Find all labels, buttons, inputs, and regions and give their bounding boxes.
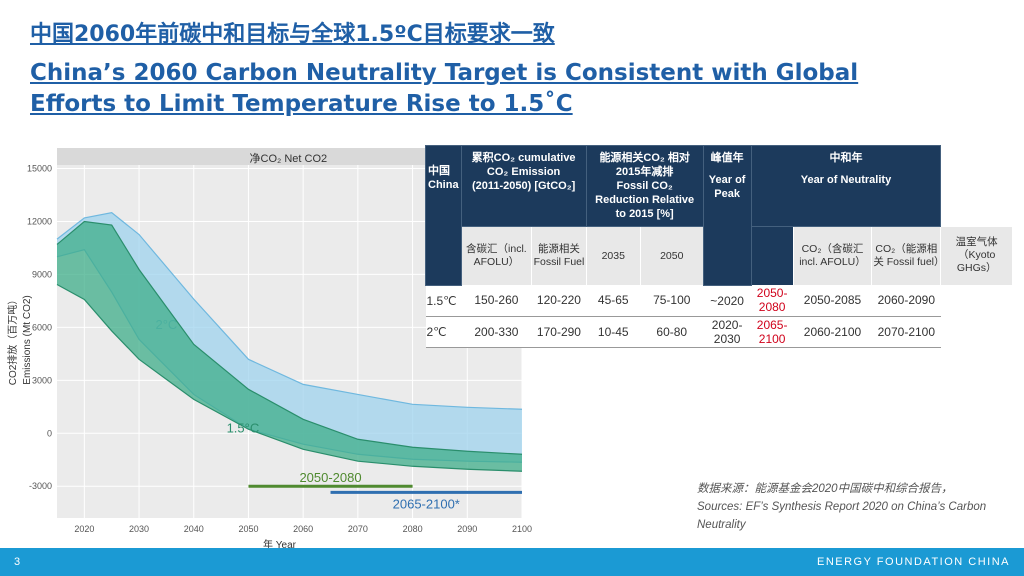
x-tick-label: 2020 [74, 524, 94, 534]
header-en: China [428, 179, 459, 191]
table-cell: 1.5℃ [425, 285, 462, 317]
subheader-cell [751, 226, 794, 285]
y-tick-label: 12000 [27, 216, 52, 226]
table-cell: 170-290 [531, 316, 587, 348]
y-tick-label: 0 [47, 428, 52, 438]
panel-strip [57, 148, 522, 165]
source: 数据来源：能源基金会2020中国碳中和综合报告， Sources: EF’s S… [697, 480, 997, 534]
header-zh: 中国 [428, 165, 450, 177]
header-zh: 中和年 [829, 152, 863, 164]
table-cell: 200-330 [461, 316, 532, 348]
table-cell: 2070-2100 [871, 316, 941, 348]
table-cell: 60-80 [640, 316, 704, 348]
column-header: 累积CO₂ cumulative CO₂ Emission (2011-2050)… [460, 145, 587, 227]
table-cell: 10-45 [586, 316, 641, 348]
band-area [57, 221, 522, 472]
y-axis-label: Emissions (Mt CO2) [22, 295, 33, 384]
x-tick-label: 2070 [348, 524, 368, 534]
x-axis-label: 年 Year [263, 538, 297, 551]
table-cell: 2050-2085 [793, 285, 872, 317]
x-tick-label: 2050 [238, 524, 258, 534]
subheader-cell: CO₂（含碳汇 incl. AFOLU） [793, 226, 873, 285]
column-header: 能源相关CO₂ 相对2015年减排 Fossil CO₂ Reduction Re… [585, 145, 704, 227]
column-header: 峰值年 Year of Peak [702, 145, 752, 286]
range-label: 2065-2100* [393, 496, 460, 511]
source-zh: 数据来源：能源基金会2020中国碳中和综合报告， [697, 483, 953, 495]
table-cell: 75-100 [640, 285, 704, 317]
column-header: 中和年 Year of Neutrality [750, 145, 942, 227]
header-zh: 峰值年 [710, 152, 744, 164]
x-tick-label: 2060 [293, 524, 313, 534]
data-row: 2℃ 200-330 170-290 10-45 60-80 2020-2030 2065-… [425, 316, 1013, 348]
band-edge [56, 220, 523, 455]
series-label: 1.5°C [227, 420, 260, 435]
y-tick-label: 3000 [32, 375, 52, 385]
panel-title: 净CO₂ Net CO2 [250, 151, 328, 165]
data-table: 中国 China 累积CO₂ cumulative CO₂ Emission (201… [425, 145, 1013, 348]
header-en: Year of Peak [708, 174, 746, 200]
title-zh: 中国2060年前碳中和目标与全球1.5ºC目标要求一致 [30, 22, 555, 47]
organization: ENERGY FOUNDATION CHINA [817, 556, 1010, 568]
header-en: Year of Neutrality [800, 174, 892, 186]
subheader-cell: 能源相关 Fossil Fuel [531, 226, 587, 285]
y-tick-label: 9000 [32, 269, 52, 279]
band-edge [56, 283, 523, 472]
table-cell: 45-65 [586, 285, 641, 317]
x-tick-label: 2090 [457, 524, 477, 534]
header-row: 中国 China 累积CO₂ cumulative CO₂ Emission (201… [425, 145, 1013, 286]
subheader-cell: CO₂（能源相关 Fossil fuel） [871, 226, 945, 285]
column-header: 中国 China [425, 145, 462, 286]
table-cell: 2050-2080 [751, 285, 794, 317]
title-en: China’s 2060 Carbon Neutrality Target is… [30, 60, 859, 117]
subheader-cell: 温室气体（Kyoto GHGs） [940, 226, 1013, 285]
y-tick-label: -3000 [29, 481, 52, 491]
header-zh: 累积CO₂ cumulative CO₂ Emission [471, 152, 576, 178]
table-cell: 2060-2100 [793, 316, 872, 348]
x-tick-label: 2040 [184, 524, 204, 534]
table-cell: ~2020 [703, 285, 752, 317]
y-tick-label: 15000 [27, 164, 52, 174]
page-number: 3 [14, 556, 21, 568]
table-cell: 2060-2090 [871, 285, 941, 317]
table-cell: 2020-2030 [703, 316, 752, 348]
table-cell: 150-260 [461, 285, 532, 317]
x-tick-label: 2100 [512, 524, 532, 534]
table-cell: 2℃ [425, 316, 462, 348]
table-cell: 120-220 [531, 285, 587, 317]
x-tick-label: 2080 [403, 524, 423, 534]
table-cell: 2065-2100 [751, 316, 794, 348]
x-tick-label: 2030 [129, 524, 149, 534]
source-en: Sources: EF’s Synthesis Report 2020 on C… [697, 501, 987, 531]
header-zh: 能源相关CO₂ 相对2015年减排 [599, 152, 690, 178]
y-axis-label: CO2排放（百万吨） [6, 295, 19, 386]
subheader-cell: 2035 [586, 226, 641, 285]
subheader-row: 含碳汇（incl. AFOLU） 能源相关 Fossil Fuel 2035 2050… [426, 226, 1013, 285]
data-row: 1.5℃ 150-260 120-220 45-65 75-100 ~2020 2050-2… [425, 285, 1013, 317]
subheader-cell: 含碳汇（incl. AFOLU） [461, 226, 533, 285]
header-en: Fossil CO₂ Reduction Relative to 2015 [%… [595, 180, 695, 220]
footer: 3 ENERGY FOUNDATION CHINA [0, 548, 1024, 576]
subheader-cell: 2050 [640, 226, 704, 285]
y-tick-label: 6000 [32, 322, 52, 332]
band-edge [56, 212, 523, 410]
range-label: 2050-2080 [299, 470, 361, 485]
header-en: (2011-2050) [GtCO₂] [471, 180, 576, 192]
